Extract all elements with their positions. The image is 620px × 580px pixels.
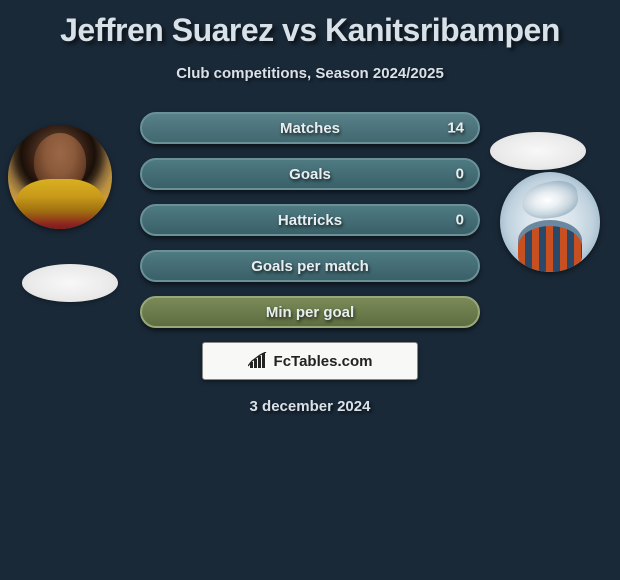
stat-right-value: 14 — [447, 120, 464, 137]
stat-row-min-per-goal: Min per goal — [140, 296, 480, 328]
stat-row-goals: Goals 0 — [140, 158, 480, 190]
stat-row-hattricks: Hattricks 0 — [140, 204, 480, 236]
stat-right-value: 0 — [456, 166, 464, 183]
comparison-area: Matches 14 Goals 0 Hattricks 0 Goals per… — [0, 112, 620, 415]
player-left-avatar — [8, 125, 112, 229]
chart-icon — [248, 352, 268, 370]
page-title: Jeffren Suarez vs Kanitsribampen — [0, 0, 620, 49]
stat-label: Min per goal — [266, 304, 354, 321]
date-text: 3 december 2024 — [0, 398, 620, 415]
player-right-flag — [490, 132, 586, 170]
stat-right-value: 0 — [456, 212, 464, 229]
stat-label: Hattricks — [278, 212, 342, 229]
stat-label: Goals — [289, 166, 331, 183]
site-label: FcTables.com — [274, 353, 373, 370]
player-right-club-badge — [500, 172, 600, 272]
stat-label: Goals per match — [251, 258, 369, 275]
stat-row-matches: Matches 14 — [140, 112, 480, 144]
player-left-flag — [22, 264, 118, 302]
stat-row-goals-per-match: Goals per match — [140, 250, 480, 282]
stat-label: Matches — [280, 120, 340, 137]
stats-table: Matches 14 Goals 0 Hattricks 0 Goals per… — [140, 112, 480, 328]
site-attribution[interactable]: FcTables.com — [202, 342, 418, 380]
subtitle: Club competitions, Season 2024/2025 — [0, 65, 620, 82]
